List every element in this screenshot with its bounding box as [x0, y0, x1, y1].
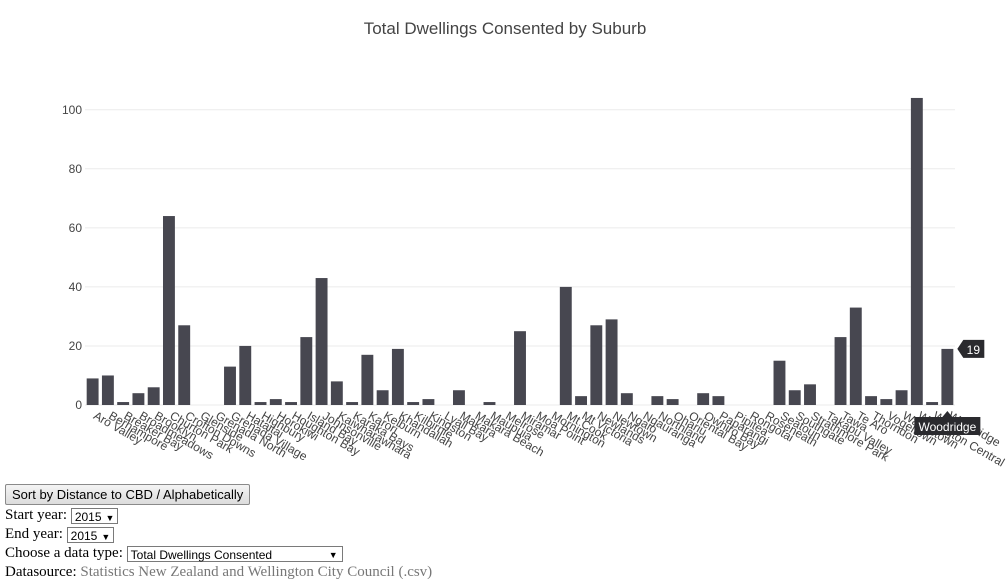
bar [132, 393, 145, 405]
bar [285, 402, 298, 405]
data-type-value: Total Dwellings Consented [130, 547, 273, 562]
data-type-select[interactable]: Total Dwellings Consented ▼ [126, 545, 343, 562]
chevron-down-icon: ▼ [101, 531, 111, 542]
bar [178, 325, 191, 405]
chevron-down-icon: ▼ [328, 549, 338, 560]
end-year-row: End year: 2015 ▼ [5, 525, 432, 544]
end-year-value: 2015 [70, 528, 98, 543]
y-tick-label: 0 [75, 398, 82, 412]
bar [315, 278, 328, 405]
y-tick-label: 80 [69, 162, 83, 176]
bar [346, 402, 359, 405]
tooltip-category-flag [914, 411, 981, 435]
bar [101, 375, 114, 405]
bar [590, 325, 603, 405]
bar [620, 393, 633, 405]
datasource-link[interactable]: Statistics New Zealand and Wellington Ci… [80, 564, 433, 580]
bar [880, 399, 893, 405]
bar [926, 402, 939, 405]
bar [361, 354, 374, 405]
bar [224, 366, 236, 405]
bar [407, 402, 420, 405]
bar [239, 345, 252, 405]
bar [559, 286, 572, 405]
datasource-label: Datasource: [5, 564, 77, 580]
chart-area: Total Dwellings Consented by Suburb 0 20 40… [62, 19, 1006, 470]
tooltip-value: 19 [967, 343, 981, 357]
start-year-select[interactable]: 2015 ▼ [70, 507, 119, 524]
bar [254, 402, 267, 405]
chevron-down-icon: ▼ [105, 512, 115, 523]
bar [422, 399, 435, 405]
bar [269, 399, 282, 405]
chart-title: Total Dwellings Consented by Suburb [364, 19, 647, 38]
data-type-row: Choose a data type: Total Dwellings Cons… [5, 544, 432, 563]
bar [514, 331, 526, 405]
tooltip-category: Woodridge [918, 420, 976, 434]
start-year-value: 2015 [74, 509, 102, 524]
datasource-row: Datasource: Statistics New Zealand and W… [5, 563, 432, 582]
bar [605, 319, 618, 405]
bar [804, 384, 816, 405]
bar [575, 396, 588, 405]
bar [651, 396, 664, 405]
bar [117, 402, 130, 405]
bar [147, 387, 160, 405]
bar [849, 307, 862, 405]
bar [910, 97, 923, 405]
bar [452, 390, 465, 405]
y-tick-label: 60 [69, 221, 83, 235]
bar [483, 402, 496, 405]
data-type-label: Choose a data type: [5, 545, 123, 561]
bar [834, 337, 847, 405]
hover-tooltip: 19 Woodridge [914, 339, 985, 435]
bar [376, 390, 389, 405]
tooltip-value-flag [957, 339, 985, 358]
end-year-label: End year: [5, 526, 63, 542]
start-year-row: Start year: 2015 ▼ [5, 506, 432, 525]
end-year-select[interactable]: 2015 ▼ [66, 526, 115, 543]
bar [666, 399, 679, 405]
bar [391, 348, 404, 405]
sort-button[interactable]: Sort by Distance to CBD / Alphabetically [5, 484, 251, 505]
bar [86, 378, 99, 405]
bar [162, 216, 175, 405]
y-tick-label: 40 [69, 280, 83, 294]
bar [697, 393, 710, 405]
y-tick-label: 20 [69, 339, 83, 353]
y-tick-label: 100 [62, 103, 82, 117]
bar [941, 348, 954, 405]
bar [788, 390, 801, 405]
bar [300, 337, 313, 405]
bar [330, 381, 343, 405]
bar [865, 396, 878, 405]
bar-chart: Total Dwellings Consented by Suburb 0 20 40… [62, 19, 1006, 470]
start-year-label: Start year: [5, 507, 68, 523]
bar [773, 360, 786, 405]
bar [712, 396, 725, 405]
bar [895, 390, 908, 405]
controls-panel: Sort by Distance to CBD / Alphabetically… [5, 484, 432, 582]
